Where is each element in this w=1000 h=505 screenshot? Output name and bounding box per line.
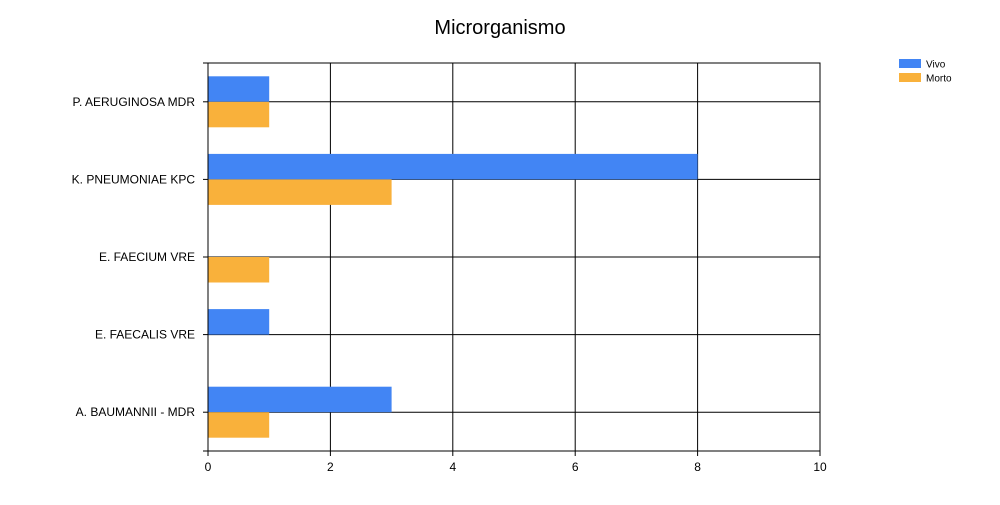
bars	[208, 76, 698, 438]
x-tick-label: 6	[572, 460, 579, 474]
bar-morto	[208, 179, 392, 205]
legend-swatch-vivo	[899, 59, 921, 68]
legend-label-vivo: Vivo	[926, 60, 946, 71]
x-tick-label: 0	[205, 460, 212, 474]
x-tick-label: 10	[813, 460, 827, 474]
y-tick-label: E. FAECIUM VRE	[99, 250, 195, 264]
bar-morto	[208, 101, 270, 128]
bar-morto	[208, 257, 270, 283]
y-tick-label: P. AERUGINOSA MDR	[73, 95, 196, 109]
x-tick-label: 8	[694, 460, 701, 474]
x-tick-label: 2	[327, 460, 334, 474]
x-tick-label: 4	[449, 460, 456, 474]
bar-vivo	[208, 309, 270, 335]
legend-label-morto: Morto	[926, 74, 952, 85]
y-axis-ticks: P. AERUGINOSA MDR K. PNEUMONIAE KPC E. FAE…	[72, 62, 208, 452]
y-tick-label: K. PNEUMONIAE KPC	[72, 172, 196, 186]
x-axis-ticks: 0 2 4 6 8 10	[205, 451, 827, 474]
chart-title: Microrganismo	[434, 17, 565, 39]
bar-vivo	[208, 153, 698, 180]
bar-vivo	[208, 386, 392, 413]
y-tick-label: E. FAECALIS VRE	[95, 328, 195, 342]
legend: Vivo Morto	[899, 59, 952, 85]
bar-morto	[208, 412, 270, 438]
bar-vivo	[208, 76, 270, 102]
y-tick-label: A. BAUMANNII - MDR	[76, 405, 196, 419]
legend-swatch-morto	[899, 73, 921, 82]
